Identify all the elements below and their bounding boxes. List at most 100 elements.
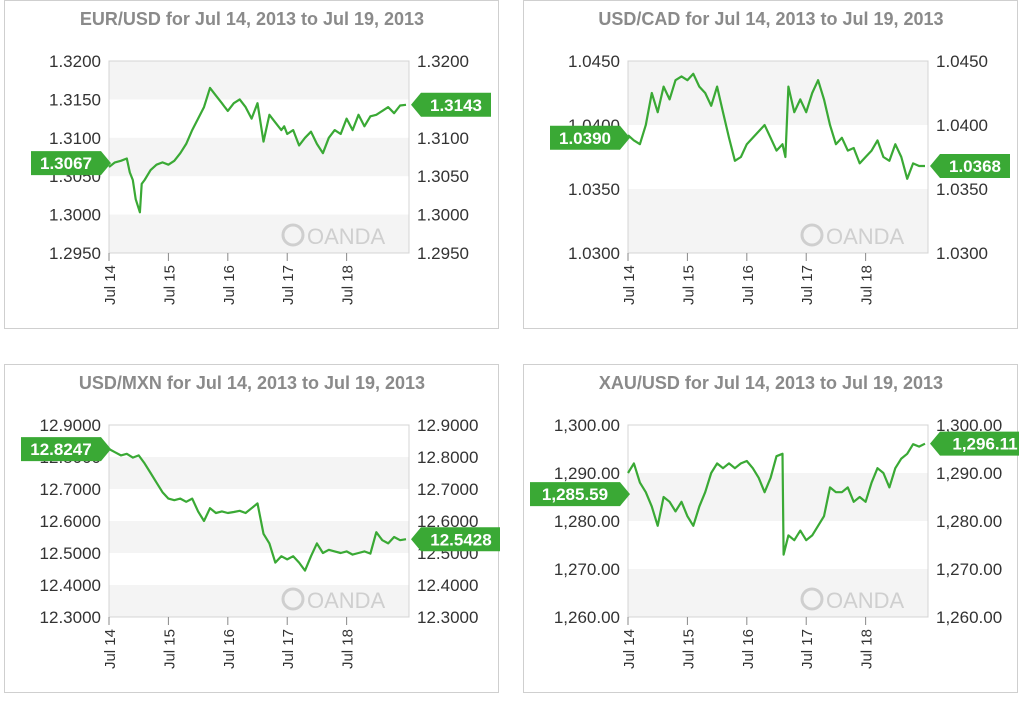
end-value-badge-shape [930,431,1019,456]
start-value-badge-label: 1.0390 [559,129,611,148]
chart-title: USD/CAD for Jul 14, 2013 to Jul 19, 2013 [598,9,943,29]
series-line [108,448,407,572]
chart-panel-eur-usd: EUR/USD for Jul 14, 2013 to Jul 19, 2013… [4,0,499,329]
end-value-badge-label: 1.0368 [949,157,1001,176]
y-tick-label-right: 1,260.00 [936,608,1002,627]
grid-band [628,61,928,125]
chart-usd-cad: USD/CAD for Jul 14, 2013 to Jul 19, 2013… [550,9,1010,305]
y-tick-label-right: 1.0350 [936,180,988,199]
start-value-badge: 1.0390 [550,125,630,150]
chart-panel-xau-usd: XAU/USD for Jul 14, 2013 to Jul 19, 2013… [523,364,1019,693]
grid-band [109,214,409,253]
end-value-badge: 12.5428 [411,527,500,552]
end-value-badge-label: 12.5428 [430,530,491,549]
end-value-badge: 1.0368 [930,153,1010,178]
end-value-badge-label: 1.3143 [430,96,482,115]
y-tick-label-left: 12.7000 [40,480,101,499]
y-tick-label-left: 1,300.00 [554,416,620,435]
chart-panel-usd-cad: USD/CAD for Jul 14, 2013 to Jul 19, 2013… [523,0,1018,329]
x-tick-label: Jul 16 [221,629,238,669]
start-value-badge-shape [31,151,111,176]
series-line [108,86,407,214]
oanda-logo-icon [281,587,305,611]
y-tick-label-right: 1.0450 [936,52,988,71]
x-tick-label: Jul 18 [859,629,876,669]
series-line [627,72,925,180]
plot-frame [627,424,929,618]
watermark-text: OANDA [307,224,386,249]
x-tick-label: Jul 16 [221,265,238,305]
start-value-badge: 12.8247 [21,437,111,462]
grid-band [628,189,928,253]
chart-panel-usd-mxn: USD/MXN for Jul 14, 2013 to Jul 19, 2013… [4,364,500,693]
x-tick-label: Jul 14 [621,265,638,305]
y-tick-label-left: 1.3000 [49,206,101,225]
series-line [627,442,926,556]
start-value-badge: 1,285.59 [530,482,630,507]
y-tick-label-right: 1.0400 [936,116,988,135]
x-tick-label: Jul 14 [102,265,119,305]
y-tick-label-right: 12.8000 [417,448,478,467]
y-tick-label-left: 12.6000 [40,512,101,531]
start-value-badge-label: 12.8247 [30,440,91,459]
y-tick-label-left: 1.3100 [49,129,101,148]
y-tick-label-right: 1,270.00 [936,560,1002,579]
y-tick-label-left: 12.4000 [40,576,101,595]
chart-title: USD/MXN for Jul 14, 2013 to Jul 19, 2013 [79,373,425,393]
y-tick-label-left: 1.0300 [568,244,620,263]
oanda-logo-icon [800,223,824,247]
y-tick-label-right: 12.7000 [417,480,478,499]
chart-title: EUR/USD for Jul 14, 2013 to Jul 19, 2013 [80,9,424,29]
y-tick-label-right: 1,300.00 [936,416,1002,435]
y-tick-label-right: 12.4000 [417,576,478,595]
start-value-badge-shape [21,437,111,462]
y-tick-label-left: 1.2950 [49,244,101,263]
y-tick-label-left: 1,280.00 [554,512,620,531]
y-tick-label-left: 12.5000 [40,544,101,563]
watermark-text: OANDA [826,588,905,613]
x-tick-label: Jul 15 [680,629,697,669]
start-value-badge-shape [550,125,630,150]
grid-band [109,585,409,617]
y-tick-label-left: 12.3000 [40,608,101,627]
x-tick-label: Jul 16 [740,629,757,669]
y-tick-label-left: 1.3150 [49,90,101,109]
watermark: OANDA [281,587,386,613]
y-tick-label-left: 1,290.00 [554,464,620,483]
start-value-badge-label: 1.3067 [40,154,92,173]
end-value-badge-label: 1,296.11 [952,435,1017,454]
start-value-badge-label: 1,285.59 [542,485,608,504]
watermark: OANDA [800,223,905,249]
y-tick-label-left: 1.0350 [568,180,620,199]
y-tick-label-right: 1.0300 [936,244,988,263]
end-value-badge-shape [930,153,1010,178]
x-tick-label: Jul 17 [799,629,816,669]
plot-frame [108,424,410,618]
x-tick-label: Jul 14 [621,629,638,669]
x-tick-label: Jul 15 [680,265,697,305]
y-tick-label-right: 1.3050 [417,167,469,186]
y-tick-label-left: 1,260.00 [554,608,620,627]
x-tick-label: Jul 16 [740,265,757,305]
chart-xau-usd: XAU/USD for Jul 14, 2013 to Jul 19, 2013… [530,373,1019,669]
y-tick-label-right: 1,290.00 [936,464,1002,483]
end-value-badge: 1.3143 [411,92,491,117]
oanda-logo-icon [800,587,824,611]
y-tick-label-right: 1,280.00 [936,512,1002,531]
plot-frame [108,60,410,254]
grid-band [109,61,409,100]
chart-title: XAU/USD for Jul 14, 2013 to Jul 19, 2013 [599,373,943,393]
grid-band [628,569,928,617]
x-tick-label: Jul 17 [280,629,297,669]
y-tick-label-right: 1.2950 [417,244,469,263]
grid-band [109,521,409,553]
x-tick-label: Jul 17 [280,265,297,305]
grid-band [628,473,928,521]
y-tick-label-right: 12.3000 [417,608,478,627]
grid-band [109,137,409,177]
end-value-badge-shape [411,527,500,552]
plot-frame [627,60,929,254]
y-tick-label-right: 12.6000 [417,512,478,531]
y-tick-label-left: 1.0450 [568,52,620,71]
x-tick-label: Jul 14 [102,629,119,669]
